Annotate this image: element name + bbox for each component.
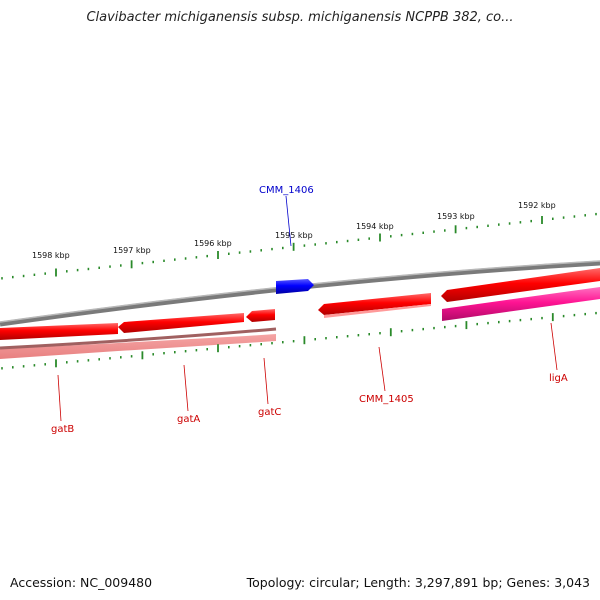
gene-CMM_1405-arrow[interactable]	[318, 293, 431, 315]
faded-track-edge	[0, 327, 277, 350]
gene-label-CMM_1406[interactable]: CMM_1406	[259, 185, 314, 196]
genome-backbone	[0, 260, 600, 327]
leader-CMM_1406	[285, 195, 292, 247]
ruler-bottom	[1, 311, 597, 370]
accession-text: Accession: NC_009480	[10, 575, 153, 590]
gene-label-gatC[interactable]: gatC	[258, 407, 281, 418]
gene-gatB-arrow[interactable]	[0, 323, 118, 340]
ruler-label: 1593 kbp	[437, 212, 475, 221]
ruler-label: 1598 kbp	[32, 251, 70, 260]
ruler-label: 1595 kbp	[275, 231, 313, 240]
leader-gatC	[263, 357, 269, 405]
ruler-top	[1, 212, 597, 280]
gene-ligA-arrow[interactable]	[442, 287, 600, 321]
ruler-label: 1594 kbp	[356, 222, 394, 231]
ruler-label: 1592 kbp	[518, 201, 556, 210]
ruler-labels: 1598 kbp 1597 kbp 1596 kbp 1595 kbp 1594 kbp…	[32, 201, 556, 260]
gene-label-ligA[interactable]: ligA	[549, 373, 568, 384]
page-title: Clavibacter michiganensis subsp. michiga…	[86, 10, 514, 25]
gene-label-gatB[interactable]: gatB	[51, 424, 74, 435]
gene-CMM_1406-arrow[interactable]	[276, 279, 314, 294]
ruler-label: 1596 kbp	[194, 239, 232, 248]
leader-CMM_1405	[378, 346, 386, 392]
leader-gatA	[183, 364, 189, 412]
gene-ligA-arrow-red[interactable]	[441, 268, 600, 302]
ruler-label: 1597 kbp	[113, 246, 151, 255]
gene-label-gatA[interactable]: gatA	[177, 414, 200, 425]
gene-gatA-arrow[interactable]	[118, 313, 244, 333]
gene-CMM_1405-shadow	[324, 304, 431, 318]
faded-track	[0, 334, 276, 359]
gene-label-CMM_1405[interactable]: CMM_1405	[359, 394, 414, 405]
topology-text: Topology: circular; Length: 3,297,891 bp…	[246, 575, 590, 590]
leader-ligA	[550, 322, 558, 371]
gene-gatC-arrow[interactable]	[246, 309, 275, 322]
leader-gatB	[57, 374, 62, 422]
